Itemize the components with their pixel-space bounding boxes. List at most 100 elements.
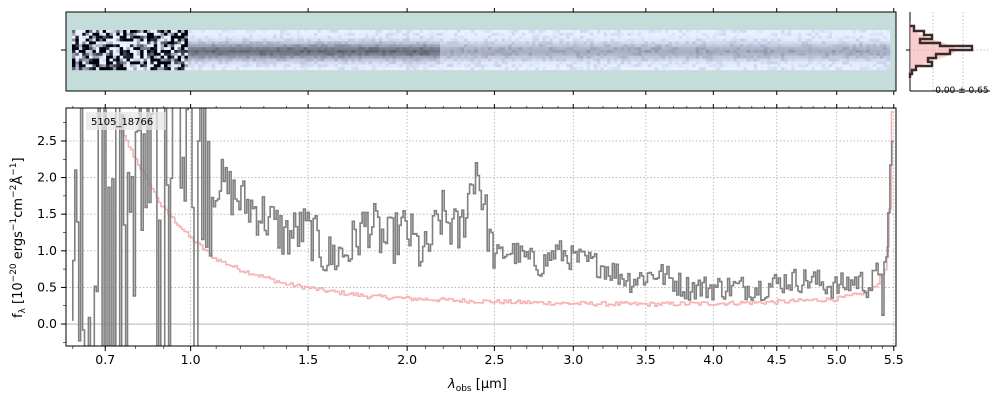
- 2d-pixel: [627, 61, 632, 65]
- 2d-pixel: [409, 35, 414, 39]
- 2d-pixel: [610, 38, 615, 42]
- 2d-pixel: [651, 30, 656, 34]
- 2d-pixel: [225, 32, 230, 36]
- 2d-pixel: [722, 47, 727, 51]
- 2d-pixel: [273, 32, 277, 36]
- 2d-pixel: [293, 41, 298, 45]
- 2d-pixel: [729, 61, 734, 65]
- 2d-pixel: [504, 61, 509, 65]
- 2d-pixel: [82, 32, 86, 36]
- 2d-pixel: [825, 58, 829, 62]
- 2d-pixel: [883, 47, 887, 51]
- 2d-pixel: [371, 41, 376, 45]
- 2d-pixel: [385, 55, 390, 59]
- 2d-pixel: [327, 67, 332, 71]
- 2d-pixel: [784, 52, 789, 56]
- 2d-pixel: [221, 52, 226, 56]
- 2d-pixel: [78, 52, 83, 56]
- 2d-pixel: [555, 52, 560, 56]
- 2d-pixel: [699, 35, 703, 39]
- 2d-pixel: [624, 67, 628, 71]
- 2d-pixel: [218, 67, 223, 71]
- 2d-pixel: [821, 38, 826, 42]
- 2d-pixel: [593, 47, 598, 51]
- 2d-pixel: [555, 55, 560, 59]
- 2d-pixel: [722, 64, 727, 68]
- 2d-pixel: [368, 50, 373, 54]
- 2d-pixel: [501, 38, 506, 42]
- 2d-pixel: [671, 61, 676, 65]
- 2d-pixel: [770, 38, 775, 42]
- 2d-pixel: [535, 58, 540, 62]
- 2d-pixel: [290, 52, 294, 56]
- 2d-pixel: [354, 44, 359, 48]
- 2d-pixel: [92, 52, 97, 56]
- 2d-pixel: [835, 61, 840, 65]
- 2d-pixel: [818, 41, 823, 45]
- 2d-pixel: [256, 47, 260, 51]
- 2d-pixel: [194, 44, 199, 48]
- 2d-pixel: [668, 47, 673, 51]
- 2d-pixel: [879, 55, 884, 59]
- 2d-pixel: [688, 67, 693, 71]
- 2d-pixel: [491, 64, 495, 68]
- 2d-pixel: [395, 64, 400, 68]
- 2d-pixel: [559, 67, 564, 71]
- 2d-pixel: [821, 61, 826, 65]
- 2d-pixel: [300, 35, 305, 39]
- 2d-pixel: [678, 52, 683, 56]
- flux-series-line: [72, 108, 894, 346]
- 2d-pixel: [153, 38, 158, 42]
- 2d-pixel: [630, 52, 635, 56]
- 2d-pixel: [334, 41, 339, 45]
- 2d-pixel: [716, 67, 720, 71]
- 2d-pixel: [419, 35, 424, 39]
- 2d-pixel: [661, 38, 666, 42]
- 2d-pixel: [119, 67, 124, 71]
- 2d-pixel: [702, 38, 707, 42]
- 2d-pixel: [201, 44, 206, 48]
- 2d-pixel: [811, 67, 816, 71]
- 2d-pixel: [794, 35, 799, 39]
- 2d-pixel: [774, 64, 778, 68]
- 2d-pixel: [106, 67, 110, 71]
- 2d-pixel: [129, 30, 134, 34]
- 2d-pixel: [276, 58, 281, 62]
- 2d-pixel: [712, 55, 717, 59]
- 2d-pixel: [146, 64, 151, 68]
- 2d-pixel: [174, 58, 178, 62]
- 2d-pixel: [818, 58, 823, 62]
- 2d-pixel: [552, 32, 557, 36]
- 2d-pixel: [181, 44, 185, 48]
- 2d-pixel: [566, 30, 570, 34]
- 2d-pixel: [313, 58, 318, 62]
- 2d-pixel: [842, 38, 846, 42]
- 2d-pixel: [368, 35, 373, 39]
- 2d-pixel: [164, 61, 168, 65]
- 2d-pixel: [487, 38, 492, 42]
- 2d-pixel: [487, 47, 492, 51]
- 2d-pixel: [259, 47, 264, 51]
- 2d-pixel: [692, 50, 697, 54]
- 2d-pixel: [204, 55, 209, 59]
- 2d-pixel: [429, 58, 434, 62]
- 2d-pixel: [852, 67, 857, 71]
- 2d-pixel: [85, 64, 90, 68]
- 2d-pixel: [123, 64, 127, 68]
- 2d-pixel: [590, 64, 594, 68]
- 2d-pixel: [290, 35, 294, 39]
- 2d-pixel: [208, 41, 213, 45]
- 2d-pixel: [119, 64, 124, 68]
- 2d-pixel: [160, 41, 165, 45]
- 2d-pixel: [191, 38, 195, 42]
- 2d-pixel: [862, 35, 867, 39]
- 2d-pixel: [852, 52, 857, 56]
- 2d-pixel: [600, 58, 604, 62]
- 2d-pixel: [668, 61, 673, 65]
- 2d-pixel: [102, 44, 107, 48]
- 2d-pixel: [518, 50, 523, 54]
- 2d-pixel: [835, 67, 840, 71]
- 2d-pixel: [832, 35, 836, 39]
- 2d-pixel: [583, 67, 587, 71]
- 2d-pixel: [750, 52, 754, 56]
